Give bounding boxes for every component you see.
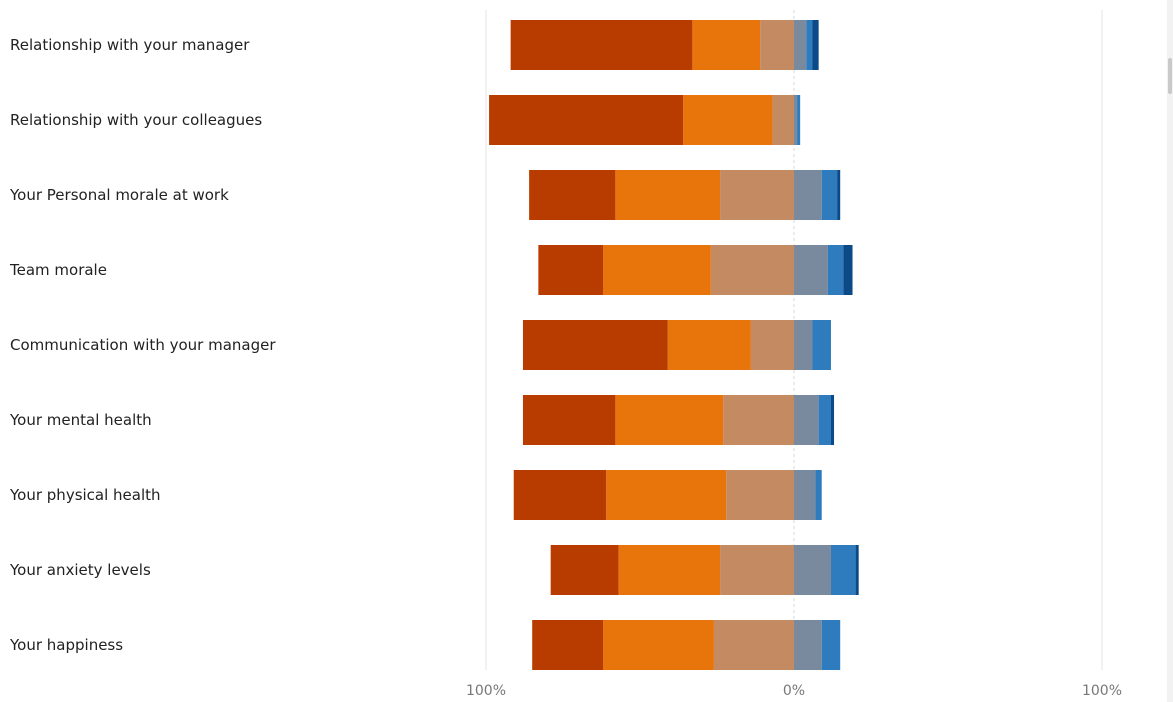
bar-segment: [830, 545, 856, 595]
bar-segment: [606, 470, 727, 520]
bar-segment: [667, 320, 751, 370]
bar-segment: [723, 395, 794, 445]
bar-segment: [489, 95, 684, 145]
bar-segment: [529, 170, 616, 220]
bar-segment: [794, 95, 798, 145]
category-label: Your Personal morale at work: [9, 186, 229, 204]
x-tick-left: 100%: [466, 683, 506, 699]
category-label: Relationship with your manager: [10, 36, 250, 54]
bar-segment: [830, 395, 835, 445]
bars: [489, 20, 859, 670]
bar-segment: [794, 320, 813, 370]
bar-segment: [750, 320, 794, 370]
bar-segment: [615, 395, 724, 445]
bar-segment: [772, 95, 794, 145]
x-tick-zero: 0%: [783, 683, 805, 699]
bar-segment: [618, 545, 721, 595]
bar-segment: [837, 170, 841, 220]
bar-segment: [615, 170, 721, 220]
bar-segment: [510, 20, 693, 70]
bar-segment: [726, 470, 794, 520]
category-label: Relationship with your colleagues: [10, 111, 262, 129]
category-label: Your mental health: [9, 411, 152, 429]
bar-segment: [720, 170, 794, 220]
bar-segment: [532, 620, 604, 670]
bar-segment: [692, 20, 761, 70]
bar-segment: [522, 320, 668, 370]
bar-segment: [522, 395, 616, 445]
bar-segment: [794, 470, 816, 520]
bar-segment: [794, 545, 831, 595]
bar-segment: [794, 20, 807, 70]
bar-segment: [794, 245, 828, 295]
bar-segment: [760, 20, 794, 70]
bar-segment: [855, 545, 859, 595]
x-axis-ticks: 100% 0% 100%: [466, 683, 1122, 699]
bar-segment: [603, 620, 714, 670]
bar-segment: [797, 95, 801, 145]
bar-segment: [806, 20, 813, 70]
bar-segment: [603, 245, 711, 295]
vertical-scrollbar[interactable]: [1167, 0, 1173, 702]
bar-segment: [794, 620, 822, 670]
bar-segment: [821, 620, 841, 670]
bar-segment: [720, 545, 794, 595]
x-tick-right: 100%: [1082, 683, 1122, 699]
bar-segment: [713, 620, 794, 670]
category-label: Your physical health: [9, 486, 161, 504]
bar-segment: [794, 395, 819, 445]
bar-segment: [815, 470, 822, 520]
bar-segment: [513, 470, 607, 520]
bar-segment: [794, 170, 822, 220]
bar-segment: [710, 245, 794, 295]
bar-segment: [812, 20, 819, 70]
category-label: Your happiness: [9, 636, 123, 654]
category-label: Team morale: [9, 261, 107, 279]
bar-segment: [538, 245, 604, 295]
scrollbar-thumb[interactable]: [1168, 58, 1172, 94]
category-label: Your anxiety levels: [9, 561, 151, 579]
bar-segment: [821, 170, 838, 220]
bar-segment: [827, 245, 844, 295]
bar-segment: [843, 245, 853, 295]
category-label: Communication with your manager: [10, 336, 276, 354]
bar-segment: [683, 95, 773, 145]
bar-segment: [550, 545, 619, 595]
category-labels: Relationship with your manager Relationsh…: [9, 36, 276, 654]
bar-segment: [812, 320, 831, 370]
bar-segment: [818, 395, 831, 445]
